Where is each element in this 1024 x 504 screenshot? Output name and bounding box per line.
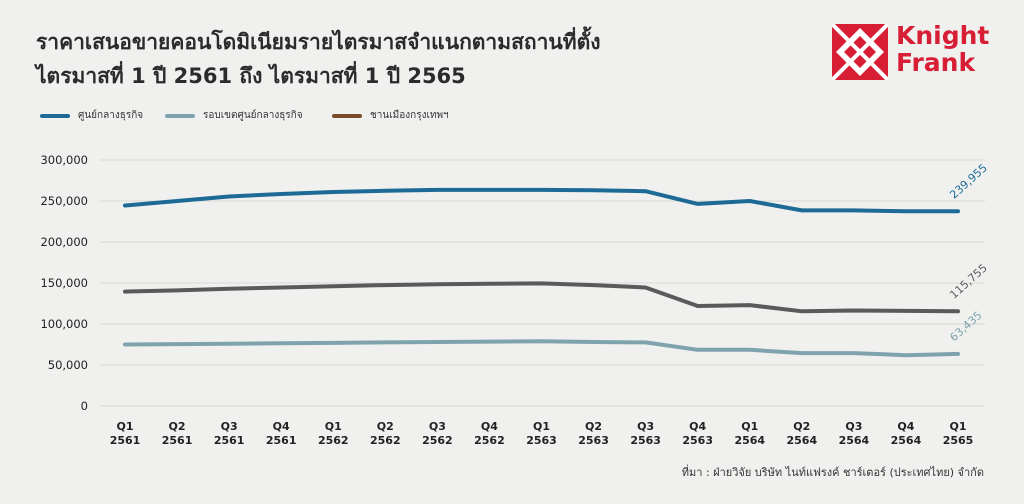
x-tick-label-year: 2564 <box>787 434 818 447</box>
x-tick-label-quarter: Q3 <box>637 420 654 433</box>
x-tick-label-year: 2563 <box>630 434 661 447</box>
series-line-2 <box>123 281 960 314</box>
x-tick-label-year: 2563 <box>526 434 557 447</box>
x-tick-label-quarter: Q2 <box>585 420 602 433</box>
y-tick-label: 200,000 <box>40 235 88 249</box>
y-tick-label: 250,000 <box>40 194 88 208</box>
x-tick-label-quarter: Q1 <box>533 420 550 433</box>
series-end-label-1: 63,435 <box>947 309 984 344</box>
source-note: ที่มา : ฝ่ายวิจัย บริษัท ไนท์แฟรงค์ ชาร์… <box>681 466 984 479</box>
x-tick-label-year: 2561 <box>266 434 297 447</box>
x-tick-label-quarter: Q4 <box>273 420 290 433</box>
x-tick-label-quarter: Q1 <box>325 420 342 433</box>
legend-swatch-suburban <box>332 113 362 118</box>
x-tick-label-quarter: Q1 <box>116 420 133 433</box>
legend-label-suburban: ชานเมืองกรุงเทพฯ <box>370 110 449 121</box>
knight-frank-logo-mark <box>832 24 888 80</box>
x-tick-label-quarter: Q4 <box>897 420 914 433</box>
x-tick-label-year: 2565 <box>943 434 974 447</box>
y-tick-label: 150,000 <box>40 276 88 290</box>
chart-title-line-1: ราคาเสนอขายคอนโดมิเนียมรายไตรมาสจำแนกตาม… <box>36 30 601 54</box>
x-tick-label-year: 2562 <box>422 434 453 447</box>
series-end-label-2: 115,755 <box>947 261 990 301</box>
legend-label-cbd: ศูนย์กลางธุรกิจ <box>78 110 144 121</box>
x-tick-label-quarter: Q2 <box>793 420 810 433</box>
series-line-0 <box>123 187 960 214</box>
x-tick-label-quarter: Q3 <box>221 420 238 433</box>
x-tick-label-quarter: Q1 <box>741 420 758 433</box>
knight-frank-logo: Knight Frank <box>832 22 992 80</box>
x-tick-label-quarter: Q2 <box>377 420 394 433</box>
x-tick-label-year: 2563 <box>578 434 609 447</box>
legend-item-cbd: ศูนย์กลางธุรกิจ <box>40 108 143 123</box>
x-tick-label-quarter: Q4 <box>481 420 498 433</box>
legend-label-fringe-cbd: รอบเขตศูนย์กลางธุรกิจ <box>203 110 303 121</box>
x-tick-label-year: 2564 <box>891 434 922 447</box>
series-line-1 <box>123 339 960 358</box>
x-tick-label-quarter: Q3 <box>845 420 862 433</box>
legend-item-fringe-cbd: รอบเขตศูนย์กลางธุรกิจ <box>165 108 303 123</box>
logo-text-line1: Knight <box>896 21 990 50</box>
x-tick-label-year: 2563 <box>682 434 713 447</box>
chart-title-line-2: ไตรมาสที่ 1 ปี 2561 ถึง ไตรมาสที่ 1 ปี 2… <box>36 64 466 88</box>
x-tick-label-year: 2562 <box>318 434 349 447</box>
y-tick-label: 100,000 <box>40 317 88 331</box>
x-tick-label-year: 2561 <box>214 434 245 447</box>
x-tick-label-year: 2561 <box>110 434 141 447</box>
knight-frank-logo-text: Knight Frank <box>896 22 989 76</box>
x-tick-label-quarter: Q4 <box>689 420 706 433</box>
x-tick-label-year: 2562 <box>370 434 401 447</box>
x-tick-label-quarter: Q1 <box>949 420 966 433</box>
series-end-label-0: 239,955 <box>947 161 990 201</box>
legend-swatch-fringe-cbd <box>165 113 195 118</box>
x-tick-label-year: 2561 <box>162 434 193 447</box>
x-tick-label-quarter: Q2 <box>169 420 186 433</box>
logo-text-line2: Frank <box>896 48 976 77</box>
x-tick-label-quarter: Q3 <box>429 420 446 433</box>
y-tick-label: 50,000 <box>48 358 88 372</box>
x-tick-label-year: 2564 <box>734 434 765 447</box>
legend-swatch-cbd <box>40 113 70 118</box>
y-tick-label: 0 <box>81 399 88 413</box>
x-tick-label-year: 2564 <box>839 434 870 447</box>
x-tick-label-year: 2562 <box>474 434 505 447</box>
y-tick-label: 300,000 <box>40 153 88 167</box>
legend-item-suburban: ชานเมืองกรุงเทพฯ <box>332 108 449 123</box>
